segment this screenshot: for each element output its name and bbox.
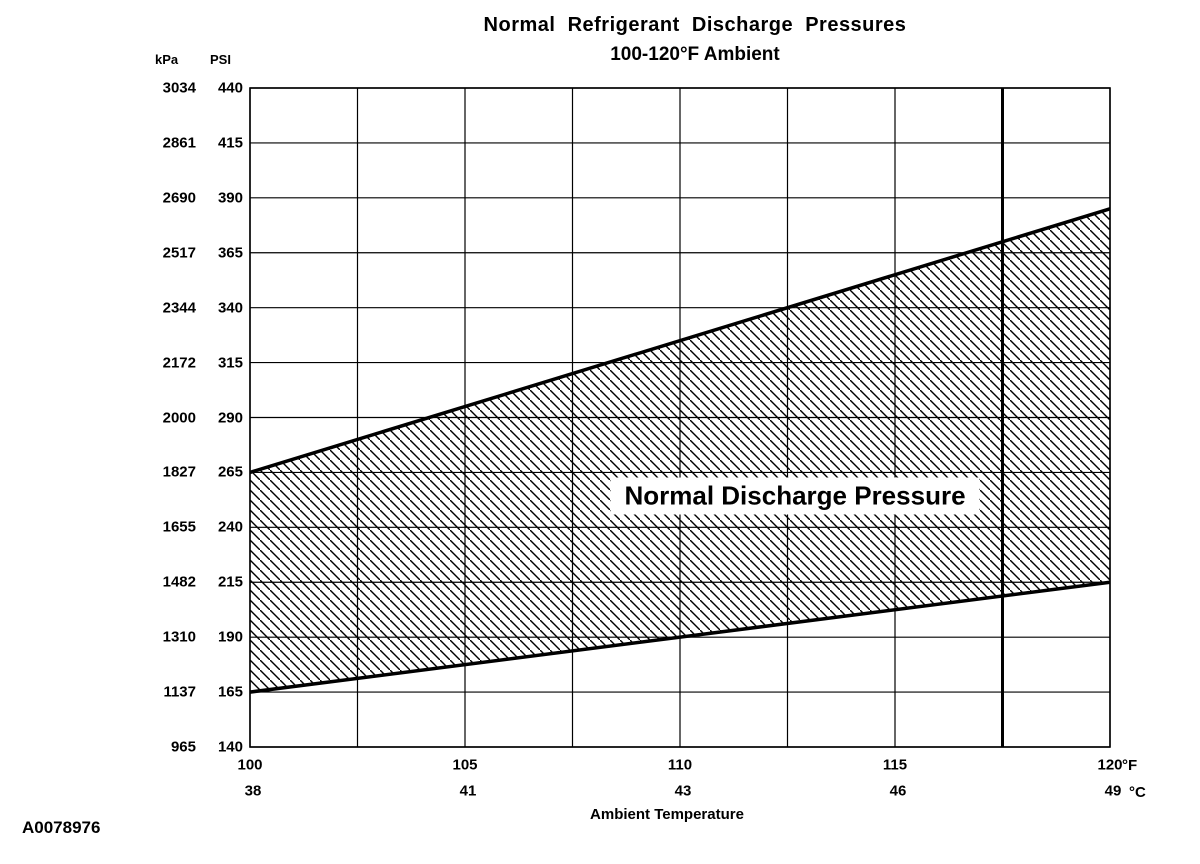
y-tick-kpa: 1137 xyxy=(163,683,196,701)
x-axis-unit-c: °C xyxy=(1129,784,1146,801)
x-tick-c: 46 xyxy=(889,782,907,800)
y-tick-kpa: 1655 xyxy=(162,518,196,536)
band-label: Normal Discharge Pressure xyxy=(610,477,980,515)
x-tick-f: 120 xyxy=(1097,756,1123,774)
x-tick-f: 110 xyxy=(667,756,693,774)
y-tick-kpa: 2690 xyxy=(162,189,196,207)
y-tick-psi: 265 xyxy=(217,463,243,481)
y-tick-kpa: 2000 xyxy=(162,409,196,426)
y-tick-kpa: 965 xyxy=(170,738,196,756)
y-tick-psi: 215 xyxy=(217,573,243,591)
y-tick-psi: 390 xyxy=(217,189,243,207)
y-tick-kpa: 2344 xyxy=(162,299,196,317)
y-tick-kpa: 2172 xyxy=(162,354,196,372)
y-axis-unit-psi: PSI xyxy=(210,52,231,67)
upper-boundary-line xyxy=(249,207,1111,475)
x-axis-unit-f: °F xyxy=(1122,757,1138,774)
y-tick-psi: 240 xyxy=(217,518,243,536)
y-tick-kpa: 1827 xyxy=(162,463,196,481)
x-tick-f: 115 xyxy=(882,756,908,774)
y-tick-kpa: 1482 xyxy=(162,573,196,591)
chart-subtitle: 100-120°F Ambient xyxy=(610,44,780,65)
y-tick-psi: 365 xyxy=(217,244,243,262)
x-tick-c: 43 xyxy=(674,782,692,800)
y-tick-psi: 415 xyxy=(217,134,243,152)
y-tick-psi: 140 xyxy=(217,738,243,756)
y-axis-unit-kpa: kPa xyxy=(155,52,179,67)
y-tick-psi: 190 xyxy=(217,628,243,646)
pressure-band xyxy=(249,207,1111,694)
y-tick-psi: 315 xyxy=(217,354,243,372)
y-tick-psi: 290 xyxy=(217,409,243,426)
y-tick-kpa: 3034 xyxy=(162,79,196,97)
x-tick-f: 105 xyxy=(452,756,478,774)
y-tick-psi: 165 xyxy=(217,683,243,701)
x-tick-c: 41 xyxy=(459,782,477,800)
figure-code: A0078976 xyxy=(22,818,101,837)
x-tick-c: 49 xyxy=(1104,782,1122,800)
lower-boundary-line xyxy=(249,580,1111,694)
y-tick-psi: 440 xyxy=(217,79,243,97)
y-tick-kpa: 1310 xyxy=(162,628,196,646)
y-tick-kpa: 2861 xyxy=(162,134,196,152)
pressure-band-fill xyxy=(250,208,1110,693)
x-tick-c: 38 xyxy=(244,782,262,800)
y-tick-psi: 340 xyxy=(217,299,243,317)
x-axis-title: Ambient Temperature xyxy=(590,806,744,823)
y-tick-kpa: 2517 xyxy=(162,244,196,262)
x-tick-f: 100 xyxy=(237,756,263,774)
chart-title: Normal Refrigerant Discharge Pressures xyxy=(483,14,907,36)
